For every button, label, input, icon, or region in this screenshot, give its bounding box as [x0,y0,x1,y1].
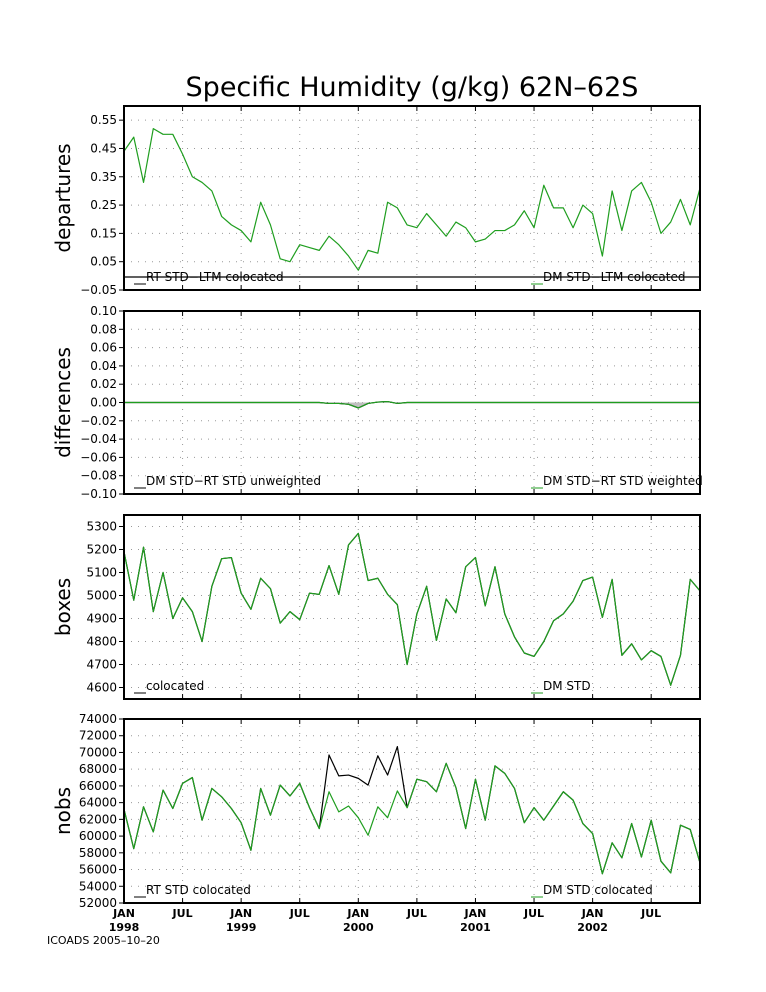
x-tick-year: 1998 [109,921,140,934]
x-tick-label: JUL [640,907,661,920]
legend-label: DM STD colocated [543,883,653,897]
y-tick-label: 60000 [79,829,117,843]
chart-title: Specific Humidity (g/kg) 62N–62S [186,72,639,103]
x-tick-label: JAN [229,907,252,920]
panel-differences: −0.10 −0.08 −0.06 −0.04 −0.02 0.00 0.02 0.04 0.0… [51,304,703,501]
x-tick-year: 2002 [577,921,608,934]
footer-source: ICOADS 2005–10–20 [47,934,160,947]
y-tick-label: 4800 [86,635,117,649]
y-tick-label: −0.02 [80,414,117,428]
y-tick-label: 0.04 [90,359,117,373]
y-tick-label: 4900 [86,612,117,626]
plot-frame [123,310,701,495]
legend-label: DM STD−LTM colocated [543,270,685,284]
y-tick-label: 56000 [79,863,117,877]
series-line-green [123,128,701,271]
y-tick-label: 0.02 [90,377,117,391]
y-tick-label: 62000 [79,812,117,826]
y-tick-label: 74000 [79,712,117,726]
x-tick-label: JUL [523,907,544,920]
legend-label: DM STD−RT STD unweighted [146,474,321,488]
y-tick-label: 4700 [86,658,117,672]
y-tick-label: 58000 [79,846,117,860]
y-tick-label: 52000 [79,896,117,910]
y-axis-label: differences [51,347,75,458]
y-tick-label: −0.04 [80,432,117,446]
legend-label: RT STD−LTM colocated [146,270,284,284]
x-tick-label: JUL [289,907,310,920]
y-tick-label: 4600 [86,681,117,695]
y-tick-label: 0.00 [90,396,117,410]
x-tick-label: JAN [581,907,604,920]
y-tick-label: 0.06 [90,341,117,355]
y-tick-label: 5200 [86,543,117,557]
plot-frame [123,514,701,700]
y-axis-label: departures [51,143,75,252]
y-tick-label: 5300 [86,520,117,534]
y-tick-label: 64000 [79,796,117,810]
x-tick-year: 1999 [226,921,257,934]
x-tick-label: JUL [406,907,427,920]
x-tick-label: JAN [346,907,369,920]
y-tick-label: 68000 [79,762,117,776]
y-tick-label: 0.25 [90,198,117,212]
series-line-green [123,762,701,875]
y-tick-label: −0.06 [80,450,117,464]
series-line-black [123,745,701,875]
y-tick-label: 0.10 [90,304,117,318]
y-tick-label: 5000 [86,589,117,603]
y-tick-label: 0.55 [90,113,117,127]
y-tick-label: 72000 [79,729,117,743]
legend-label: RT STD colocated [146,883,251,897]
y-tick-label: 70000 [79,745,117,759]
y-tick-label: 0.08 [90,322,117,336]
y-axis-label: nobs [51,787,75,835]
y-tick-label: 0.15 [90,226,117,240]
panel-nobs: 52000 54000 56000 58000 60000 62000 64000 66000… [51,712,701,910]
y-tick-label: 0.45 [90,141,117,155]
series-line-black [123,532,701,686]
x-tick-label: JAN [464,907,487,920]
series-line-green [124,400,700,409]
y-tick-label: 0.35 [90,170,117,184]
plot-frame [123,718,701,904]
series-line-green [123,532,701,686]
legend-label: DM STD [543,679,591,693]
y-tick-label: 54000 [79,879,117,893]
y-axis-label: boxes [51,578,75,636]
panel-boxes: 4600 4700 4800 4900 5000 5100 5200 5300 colocate… [51,514,701,700]
legend-label: colocated [146,679,204,693]
y-tick-label: −0.08 [80,469,117,483]
x-tick-label: JUL [172,907,193,920]
y-tick-label: 5100 [86,566,117,580]
panel-departures: −0.05 0.05 0.15 0.25 0.35 0.45 0.55 RT STD−LTM … [51,105,701,297]
x-tick-year: 2000 [343,921,374,934]
x-tick-year: 2001 [460,921,491,934]
legend-label: DM STD−RT STD weighted [543,474,703,488]
y-tick-label: 66000 [79,779,117,793]
x-tick-label: JAN [112,907,135,920]
y-tick-label: −0.05 [80,283,117,297]
plot-frame [123,105,701,291]
y-tick-label: −0.10 [80,487,117,501]
y-tick-label: 0.05 [90,255,117,269]
